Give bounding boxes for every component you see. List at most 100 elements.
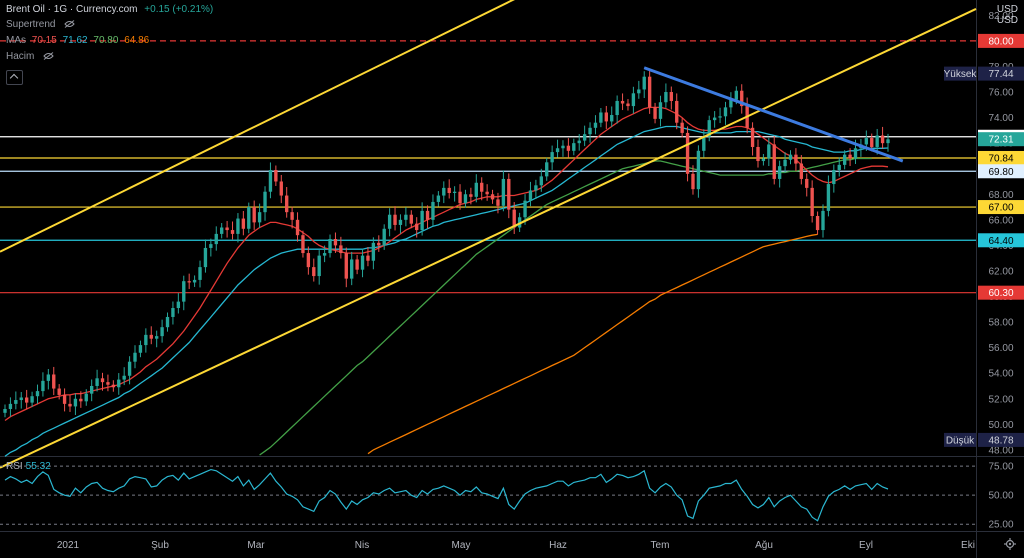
candle-body <box>675 100 679 123</box>
candle-body <box>832 169 836 185</box>
candle-body <box>718 116 722 118</box>
eye-off-icon[interactable] <box>43 52 54 61</box>
price-tick-label: 62.00 <box>988 266 1013 277</box>
candle-body <box>117 379 121 388</box>
ma-value-cyan: 71.62 <box>62 35 88 46</box>
candle-body <box>620 100 625 104</box>
symbol-title: Brent Oil · 1G · Currency.com <box>6 4 138 15</box>
candle-body <box>875 135 879 147</box>
candle-body <box>886 139 890 144</box>
candle-body <box>46 374 51 381</box>
ma-value-green: 70.80 <box>93 35 119 46</box>
price-axis: 48.0050.0052.0054.0056.0058.0060.0062.00… <box>944 11 1024 531</box>
candle-body <box>171 308 175 317</box>
rsi-value: 55.32 <box>25 461 51 472</box>
candle-body <box>772 144 776 179</box>
price-label-box <box>978 200 1024 215</box>
currency-line1: USD <box>996 4 1018 15</box>
candle-body <box>350 259 354 279</box>
candle-body <box>89 385 94 394</box>
price-label-box <box>978 132 1024 147</box>
gear-icon[interactable] <box>1004 538 1016 550</box>
candle-body <box>236 218 240 234</box>
candle-body <box>458 191 462 204</box>
candle-body <box>474 182 478 197</box>
eye-off-icon[interactable] <box>64 20 75 29</box>
price-label-box <box>978 233 1024 248</box>
candle-body <box>469 194 473 197</box>
candle-body <box>393 214 397 225</box>
supertrend-legend[interactable]: Supertrend <box>6 18 75 32</box>
candle-body <box>274 169 278 182</box>
supertrend-label: Supertrend <box>6 19 56 30</box>
candle-body <box>463 194 468 204</box>
rsi-tick-label: 75.00 <box>988 462 1013 473</box>
time-tick-label: Tem <box>651 540 670 551</box>
price-label-box <box>978 164 1024 179</box>
candle-body <box>550 152 554 163</box>
time-tick-label: Şub <box>151 540 169 551</box>
price-label-text: 67.00 <box>988 203 1013 214</box>
ma-value-red: 70.15 <box>31 35 57 46</box>
candle-body <box>702 136 706 151</box>
candle-body <box>317 255 321 277</box>
candle-body <box>761 158 766 162</box>
candle-body <box>647 76 652 108</box>
trendlines <box>0 0 977 469</box>
candle-body <box>241 218 246 229</box>
candle-body <box>610 115 614 122</box>
price-caption-text: Düşük <box>946 435 975 446</box>
trendline <box>643 66 904 163</box>
candle-body <box>404 214 408 220</box>
rsi-legend: RSI 55.32 <box>6 461 51 472</box>
candle-body <box>777 166 782 179</box>
candle-body <box>734 90 738 100</box>
candle-body <box>566 145 571 151</box>
candle-body <box>805 178 809 188</box>
time-tick-label: Eki <box>961 540 975 551</box>
currency-selector[interactable]: USD USD <box>997 4 1018 26</box>
candle-body <box>523 200 527 218</box>
candle-body <box>723 107 728 117</box>
price-tick-label: 66.00 <box>988 215 1013 226</box>
candle-body <box>257 212 262 223</box>
price-label-text: 64.40 <box>988 236 1013 247</box>
price-label-box <box>978 432 1024 447</box>
candle-body <box>626 103 630 107</box>
mas-label: MAs <box>6 35 26 46</box>
trendline <box>0 8 977 469</box>
price-tick-label: 50.00 <box>988 420 1013 431</box>
candle-body <box>155 336 159 339</box>
rsi-tick-label: 25.00 <box>988 520 1013 531</box>
candle-body <box>740 90 744 107</box>
candle-body <box>512 209 516 228</box>
mas-legend[interactable]: MAs 70.15 71.62 70.80 64.86 <box>6 34 149 48</box>
candle-body <box>366 255 370 261</box>
candle-body <box>328 239 332 254</box>
candle-body <box>517 217 522 228</box>
time-tick-label: Haz <box>549 540 567 551</box>
collapse-legend-button[interactable] <box>6 70 23 85</box>
candle-body <box>712 117 717 121</box>
candle-body <box>826 184 831 211</box>
candle-body <box>95 378 99 386</box>
candle-body <box>783 159 787 167</box>
candle-body <box>415 223 419 231</box>
candle-body <box>371 242 376 261</box>
candle-body <box>398 219 403 225</box>
candle-body <box>431 201 435 220</box>
candle-body <box>144 334 148 346</box>
candle-body <box>880 135 885 144</box>
candle-body <box>127 361 132 376</box>
volume-legend[interactable]: Hacim <box>6 50 54 64</box>
price-change: +0.15 (+0.21%) <box>144 4 214 15</box>
candle-body <box>192 279 197 283</box>
time-tick-label: Mar <box>247 540 265 551</box>
candle-body <box>756 146 760 162</box>
candle-body <box>848 154 852 159</box>
candle-body <box>810 187 814 216</box>
candle-body <box>870 138 874 147</box>
candle-body <box>230 230 235 234</box>
candle-body <box>52 374 56 389</box>
